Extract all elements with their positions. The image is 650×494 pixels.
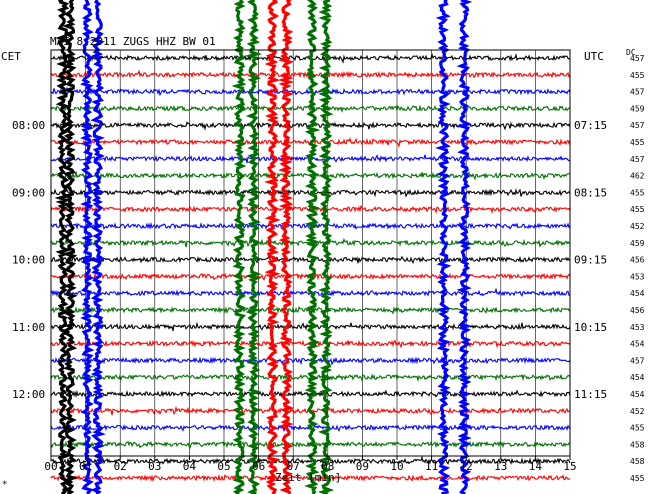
x-axis-title: Zeit [min] — [275, 471, 341, 484]
x-tick-label: 09 — [356, 460, 369, 473]
dc-label: DC — [626, 48, 636, 57]
x-tick-label: 06 — [252, 460, 265, 473]
dc-offset-value: 453 — [630, 323, 645, 332]
x-tick-label: 10 — [390, 460, 403, 473]
grid — [85, 50, 536, 456]
event-burst — [278, 0, 295, 494]
dc-offset-value: 457 — [630, 54, 645, 63]
event-burst — [317, 0, 335, 494]
chart-header: MAI 8 2011 ZUGS HHZ BW 01 — [50, 35, 216, 48]
right-hour-label: 10:15 — [574, 321, 607, 334]
event-burst — [434, 0, 452, 494]
dc-offset-value: 455 — [630, 188, 645, 197]
right-hour-label: 11:15 — [574, 388, 607, 401]
seismic-trace — [50, 372, 571, 383]
x-tick-label: 15 — [563, 460, 576, 473]
dc-offset-value: 459 — [630, 239, 645, 248]
x-tick-label: 07 — [287, 460, 300, 473]
x-tick-label: 08 — [321, 460, 334, 473]
event-burst — [88, 0, 106, 494]
dc-offset-value: 458 — [630, 440, 645, 449]
seismic-trace — [50, 287, 571, 298]
event-burst — [244, 0, 263, 494]
dc-offset-value: 455 — [630, 71, 645, 80]
left-hour-label: 08:00 — [12, 119, 45, 132]
left-timezone-label: CET — [1, 50, 21, 63]
dc-offset-value: 462 — [630, 172, 645, 181]
seismic-trace — [50, 339, 571, 349]
x-tick-label: 12 — [460, 460, 473, 473]
x-tick-label: 04 — [183, 460, 197, 473]
x-tick-label: 14 — [529, 460, 543, 473]
left-hour-label: 11:00 — [12, 321, 45, 334]
dc-offset-value: 457 — [630, 356, 645, 365]
seismic-trace — [50, 85, 571, 97]
burst-layer — [54, 0, 473, 494]
seismic-trace — [50, 455, 571, 466]
left-hour-label: 12:00 — [12, 388, 45, 401]
event-burst — [61, 0, 79, 494]
dc-offset-value: 454 — [630, 340, 645, 349]
dc-offset-value: 454 — [630, 390, 645, 399]
dc-offset-column: 457 455 457 459 457 455 457 462 455 455 452 459 456 4… — [630, 54, 645, 483]
dc-offset-value: 458 — [630, 457, 645, 466]
x-tick-label: 01 — [79, 460, 92, 473]
event-burst — [264, 0, 281, 494]
dc-offset-value: 455 — [630, 424, 645, 433]
right-hour-label: 07:15 — [574, 119, 607, 132]
dc-offset-value: 457 — [630, 88, 645, 97]
dc-offset-value: 453 — [630, 272, 645, 281]
dc-offset-value: 459 — [630, 104, 645, 113]
left-hour-label: 09:00 — [12, 186, 45, 199]
dc-offset-value: 455 — [630, 138, 645, 147]
event-burst — [54, 0, 72, 494]
left-hour-label: 10:00 — [12, 254, 45, 267]
event-burst — [304, 0, 321, 494]
event-burst — [455, 0, 473, 494]
dc-offset-value: 454 — [630, 289, 645, 298]
y-axis-labels: 08:00 09:00 10:00 11:00 12:00 07:15 08:15 09:15… — [12, 119, 607, 401]
seismic-trace — [50, 171, 571, 181]
x-tick-label: 03 — [148, 460, 161, 473]
x-tick-label: 13 — [494, 460, 507, 473]
seismic-trace — [50, 255, 571, 265]
dc-offset-value: 456 — [630, 306, 645, 315]
dc-offset-value: 454 — [630, 373, 645, 382]
dc-offset-value: 456 — [630, 256, 645, 265]
dc-offset-value: 457 — [630, 155, 645, 164]
x-tick-label: 02 — [114, 460, 127, 473]
right-hour-label: 08:15 — [574, 186, 607, 199]
dc-offset-value: 455 — [630, 205, 645, 214]
plot-frame — [50, 49, 571, 457]
dc-offset-value: 457 — [630, 121, 645, 130]
dc-offset-value: 452 — [630, 222, 645, 231]
dc-offset-value: 455 — [630, 474, 645, 483]
right-hour-label: 09:15 — [574, 254, 607, 267]
seismic-trace — [50, 104, 571, 114]
event-burst — [80, 0, 95, 494]
footer-mark: * — [2, 480, 7, 490]
x-tick-label: 11 — [425, 460, 438, 473]
x-tick-label: 00 — [44, 460, 57, 473]
event-burst — [231, 0, 247, 494]
right-timezone-label: UTC — [584, 50, 604, 63]
dc-offset-value: 452 — [630, 407, 645, 416]
x-axis: 00 01 02 03 04 05 06 07 08 09 10 11 12 13 14 15 — [44, 456, 577, 473]
x-tick-label: 05 — [217, 460, 230, 473]
